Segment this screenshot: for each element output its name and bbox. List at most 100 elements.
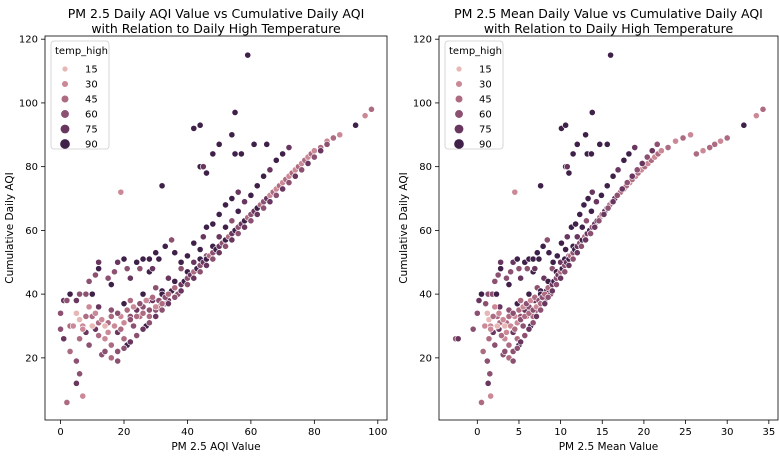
data-point <box>260 172 267 180</box>
legend-marker <box>456 66 462 72</box>
data-point <box>152 313 160 320</box>
data-point <box>279 150 287 158</box>
x-tick-label: 100 <box>368 427 387 438</box>
data-point <box>603 140 611 148</box>
data-point <box>304 160 312 167</box>
data-point <box>317 147 325 155</box>
data-point <box>584 195 592 202</box>
data-point <box>120 335 128 343</box>
data-point <box>578 242 585 250</box>
data-point <box>158 306 166 314</box>
data-point <box>505 341 513 349</box>
data-point <box>120 300 128 308</box>
data-point <box>279 185 287 193</box>
data-point <box>104 328 112 336</box>
legend-entry-label: 45 <box>85 95 98 106</box>
legend-entry-label: 60 <box>479 110 492 121</box>
data-point <box>633 166 641 174</box>
data-point <box>190 274 198 282</box>
legend-entry-label: 45 <box>479 95 492 106</box>
data-point <box>336 131 344 139</box>
data-point <box>215 140 223 148</box>
data-point <box>614 166 622 174</box>
data-point <box>263 140 271 148</box>
data-point <box>73 357 80 365</box>
data-point <box>203 262 210 269</box>
data-point <box>759 105 767 113</box>
data-point <box>501 348 509 355</box>
data-point <box>95 303 103 311</box>
data-point <box>199 233 207 241</box>
legend-marker <box>60 139 70 149</box>
data-point <box>643 153 651 161</box>
data-point <box>85 303 93 311</box>
legend-marker <box>454 124 464 134</box>
data-point <box>266 198 274 206</box>
data-point <box>569 255 577 263</box>
data-point <box>578 223 586 231</box>
data-point <box>609 198 617 206</box>
data-point <box>310 147 318 155</box>
data-point <box>473 309 481 317</box>
data-point <box>329 134 337 142</box>
x-tick-label: 35 <box>762 427 775 438</box>
x-tick-label: 10 <box>554 427 567 438</box>
data-point <box>152 284 160 292</box>
data-point <box>580 201 588 209</box>
data-point <box>111 268 118 276</box>
data-point <box>525 290 533 298</box>
data-point <box>497 265 505 273</box>
legend-entry-label: 15 <box>85 65 98 76</box>
data-point <box>323 140 331 148</box>
data-point <box>158 300 166 308</box>
data-point <box>114 258 122 266</box>
data-point <box>66 348 74 355</box>
data-point <box>563 233 571 241</box>
data-point <box>196 246 204 253</box>
data-point <box>184 281 191 288</box>
data-point <box>136 300 144 308</box>
y-tick-label: 120 <box>413 35 432 46</box>
data-point <box>533 249 541 257</box>
data-point <box>607 51 614 59</box>
data-point <box>484 379 492 387</box>
data-point <box>145 255 153 263</box>
data-point <box>133 258 141 266</box>
data-point <box>101 335 109 343</box>
data-point <box>234 207 242 215</box>
data-point <box>161 242 169 250</box>
data-point <box>171 249 179 257</box>
chart-left: PM 2.5 Daily AQI Value vs Cumulative Dai… <box>4 6 388 453</box>
data-point <box>503 274 510 282</box>
data-point <box>120 344 128 352</box>
data-point <box>171 284 179 292</box>
data-point <box>672 137 679 145</box>
data-point <box>107 354 115 362</box>
data-point <box>499 316 507 324</box>
data-point <box>657 147 665 155</box>
data-point <box>145 306 153 314</box>
y-axis-label: Cumulative Daily AQI <box>398 172 410 284</box>
data-point <box>107 313 115 320</box>
data-point <box>165 300 172 308</box>
data-point <box>228 131 236 139</box>
y-tick-label: 80 <box>25 162 38 173</box>
data-point <box>76 316 83 324</box>
data-point <box>215 249 223 257</box>
data-point <box>136 265 144 273</box>
legend-marker <box>455 95 463 103</box>
data-point <box>582 131 589 139</box>
data-point <box>533 313 540 320</box>
data-point <box>57 309 64 317</box>
data-point <box>517 274 525 282</box>
y-axis-label: Cumulative Daily AQI <box>4 172 16 284</box>
data-point <box>481 322 489 330</box>
data-point <box>95 265 103 273</box>
data-point <box>537 306 545 314</box>
y-tick-label: 80 <box>419 162 432 173</box>
data-point <box>588 188 596 196</box>
data-point <box>478 290 485 298</box>
data-point <box>142 297 150 304</box>
data-point <box>553 252 561 260</box>
